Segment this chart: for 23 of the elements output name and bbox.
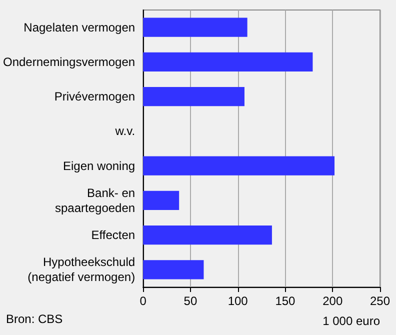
y-tick-label: Effecten — [91, 228, 136, 242]
bar — [143, 18, 248, 37]
bar — [143, 156, 335, 176]
y-tick-label: Bank- en spaartegoeden — [54, 186, 136, 215]
x-axis-title: 1 000 euro — [322, 314, 380, 328]
y-tick-label: Eigen woning — [63, 158, 136, 173]
x-tick-label: 0 — [140, 294, 147, 308]
x-tick-label: 150 — [275, 294, 296, 308]
x-tick-label: 250 — [370, 294, 390, 308]
y-tick-label: w.v. — [114, 124, 136, 138]
bar — [143, 52, 313, 72]
bar — [143, 190, 180, 210]
x-tick-label: 50 — [184, 294, 198, 308]
bar — [143, 226, 272, 245]
text: Bron: CBS — [6, 312, 63, 326]
y-tick-label: Hypotheekschuld (negatief vermogen) — [28, 255, 136, 284]
x-tick-label: 100 — [228, 294, 248, 308]
bar — [143, 260, 204, 280]
bar — [143, 87, 244, 106]
y-tick-label: Ondernemingsvermogen — [2, 54, 136, 69]
y-tick-label: Privévermogen — [54, 90, 136, 104]
x-tick-label: 200 — [322, 294, 343, 308]
y-tick-label: Nagelaten vermogen — [24, 20, 136, 34]
